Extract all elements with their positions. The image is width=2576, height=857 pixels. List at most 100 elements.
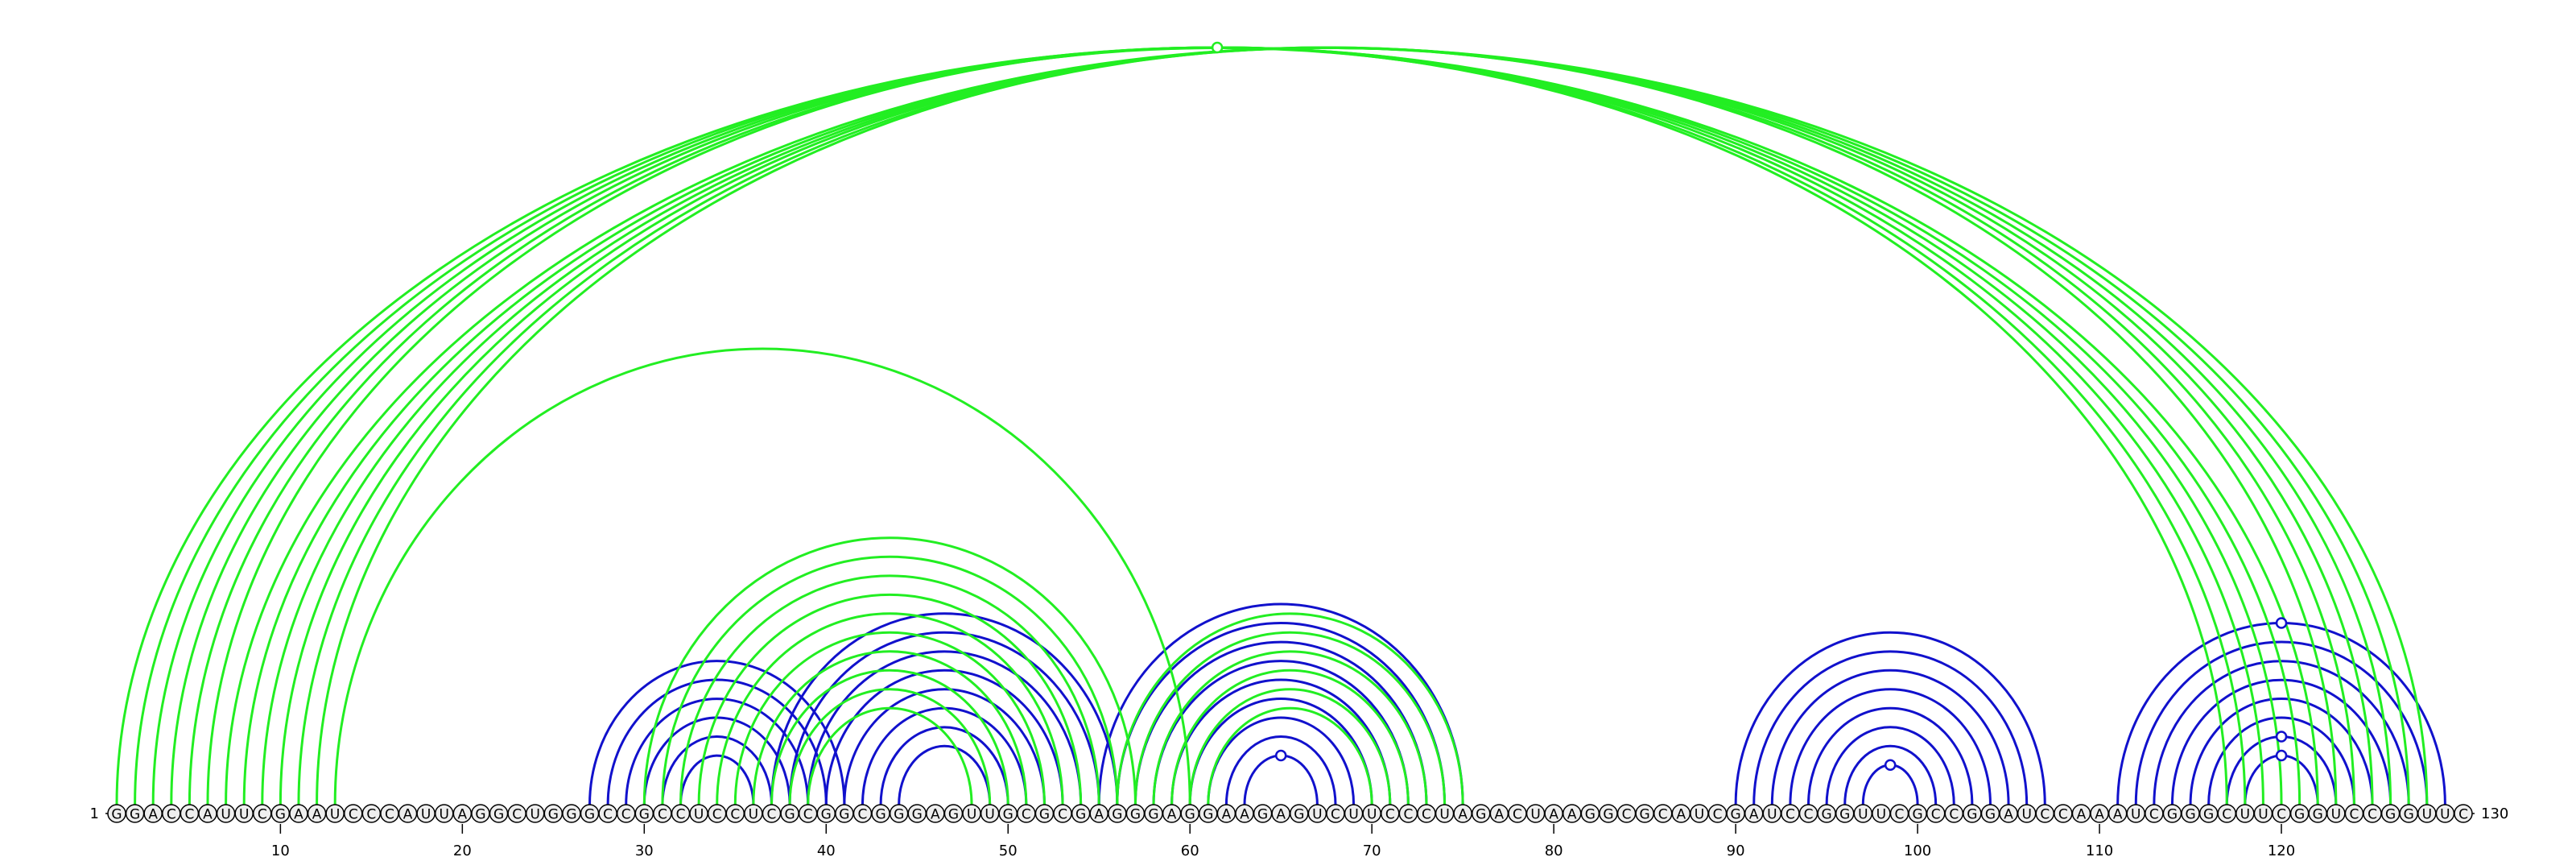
nucleotide: U [744, 804, 763, 823]
nucleotide-letter: A [203, 807, 213, 823]
nucleotide: C [344, 804, 363, 823]
nucleotide: U [2435, 804, 2455, 823]
green-base-pair-arc [716, 612, 1064, 805]
nucleotide: C [180, 804, 200, 823]
nucleotide-letter: U [2258, 807, 2268, 823]
nucleotide: G [562, 804, 581, 823]
blue-base-pair-arc [679, 754, 755, 805]
nucleotide: G [1472, 804, 1491, 823]
nucleotide-letter: A [1276, 807, 1286, 823]
nucleotide-letter: U [2021, 807, 2031, 823]
tick-label: 110 [2086, 843, 2113, 857]
nucleotide-letter: C [1785, 807, 1795, 823]
nucleotide: C [1653, 804, 1673, 823]
blue-base-pair-arc [1825, 726, 1955, 805]
nucleotide-letter: U [1348, 807, 1358, 823]
green-base-pair-arc [153, 48, 2281, 805]
nucleotide: G [1599, 804, 1618, 823]
green-base-pair-arc [807, 707, 973, 805]
nucleotide-letter: G [111, 807, 122, 823]
nucleotide-letter: A [1549, 807, 1558, 823]
nucleotide-letter: A [1495, 807, 1505, 823]
nucleotide: G [1580, 804, 1600, 823]
nucleotide-letter: G [1130, 807, 1141, 823]
nucleotide: U [2417, 804, 2437, 823]
green-base-pair-arc [733, 631, 1046, 805]
nucleotide: G [270, 804, 291, 823]
blue-base-pair-arc [1224, 735, 1337, 805]
arc-marker [2275, 749, 2288, 762]
nucleotide-letter: U [2440, 807, 2450, 823]
tick-label: 80 [1545, 843, 1563, 857]
green-base-pair-arc [170, 47, 2264, 805]
nucleotide-letter: C [1422, 807, 1431, 823]
nucleotide: G [943, 804, 964, 823]
nucleotide-letter: C [366, 807, 376, 823]
nucleotide: G [835, 804, 854, 823]
nucleotide: C [2054, 804, 2073, 823]
nucleotide: C [2035, 804, 2055, 823]
blue-base-pair-arc [1752, 651, 2029, 805]
nucleotide: U [2017, 804, 2037, 823]
nucleotide: C [253, 804, 272, 823]
blue-base-pair-arc [1243, 754, 1319, 805]
green-base-pair-arc [115, 46, 2319, 805]
nucleotide: C [1398, 804, 1418, 823]
nucleotide-letter: G [1839, 807, 1850, 823]
nucleotide-letter: G [821, 807, 832, 823]
green-base-pair-arc [135, 48, 2300, 805]
nucleotide-letter: C [1385, 807, 1395, 823]
nucleotide-letter: U [967, 807, 976, 823]
nucleotide-letter: C [858, 807, 868, 823]
nucleotide: U [1872, 804, 1891, 823]
tick-label: 20 [453, 843, 472, 857]
nucleotide: C [1707, 804, 1728, 823]
nucleotide-letter: C [2222, 807, 2231, 823]
nucleotide: G [1635, 804, 1654, 823]
blue-base-pair-arc [1734, 631, 2046, 805]
nucleotide-letter: U [1530, 807, 1540, 823]
nucleotide-letter: A [2113, 807, 2123, 823]
nucleotide-letter: A [1458, 807, 1468, 823]
nucleotide: C [653, 804, 672, 823]
nucleotide: G [1835, 804, 1855, 823]
nucleotide: G [2181, 804, 2200, 823]
arc-marker [1884, 759, 1897, 771]
nucleotide: U [1690, 804, 1709, 823]
nucleotide-letter: C [1804, 807, 1814, 823]
nucleotide-letter: U [530, 807, 540, 823]
nucleotide-letter: U [1367, 807, 1377, 823]
nucleotide: C [707, 804, 727, 823]
blue-base-pair-arc [2189, 697, 2374, 805]
nucleotide-letter: C [712, 807, 722, 823]
nucleotide: U [1762, 804, 1782, 823]
green-base-pair-arc [208, 48, 2227, 805]
nucleotide-letter: C [258, 807, 267, 823]
nucleotide-letter: G [275, 807, 286, 823]
nucleotide-letter: A [458, 807, 468, 823]
nucleotide: U [1435, 804, 1455, 823]
nucleotide: C [2145, 804, 2164, 823]
nucleotide: G [2399, 804, 2418, 823]
nucleotide: C [1508, 804, 1527, 823]
nucleotide: U [689, 804, 708, 823]
nucleotide-letter: G [1075, 807, 1086, 823]
nucleotide-letter: C [349, 807, 358, 823]
nucleotide: G [125, 804, 145, 823]
nucleotide-letter: U [1858, 807, 1868, 823]
nucleotide-letter: G [1603, 807, 1613, 823]
green-base-pair-arc [1152, 650, 1428, 805]
nucleotide: U [525, 804, 545, 823]
nucleotide-letter: G [130, 807, 140, 823]
nucleotide-letter: U [2131, 807, 2140, 823]
blue-base-pair-arc [2170, 679, 2392, 805]
nucleotide-letter: A [403, 807, 413, 823]
nucleotide: A [2090, 804, 2109, 823]
tick-layer: 10 20 30 40 50 60 70 80 90 100 110 120 [271, 824, 2295, 857]
nucleotide: C [1417, 804, 1436, 823]
nucleotide-letter: C [1622, 807, 1632, 823]
nucleotide-letter: A [2004, 807, 2013, 823]
nucleotide-letter: U [1312, 807, 1322, 823]
nucleotide-letter: U [1767, 807, 1777, 823]
